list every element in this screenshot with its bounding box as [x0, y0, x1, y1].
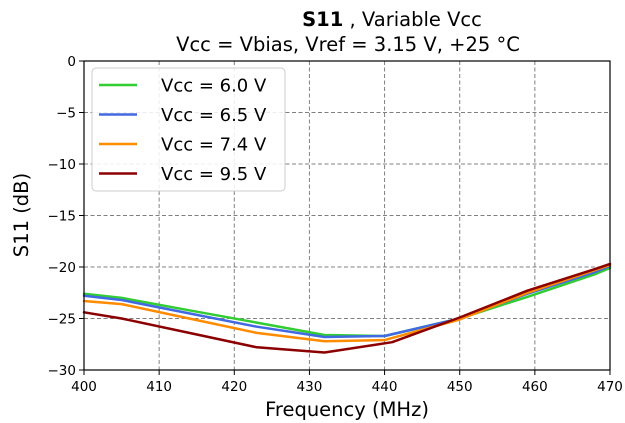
y-tick-label: −30: [48, 363, 77, 379]
x-tick-label: 420: [221, 379, 247, 395]
x-tick-label: 430: [297, 379, 323, 395]
legend-label-2: Vcc = 6.5 V: [161, 105, 267, 126]
legend-box: [91, 67, 286, 192]
legend-label-3: Vcc = 7.4 V: [161, 135, 267, 156]
y-tick-label: −25: [48, 312, 77, 328]
x-axis-label: Frequency (MHz): [265, 398, 429, 421]
x-tick-label: 460: [522, 379, 548, 395]
series-line-1: [82, 266, 612, 338]
x-tick-label: 450: [447, 379, 473, 395]
legend-label-4: Vcc = 9.5 V: [161, 164, 267, 185]
y-tick-label: −5: [56, 106, 76, 122]
series-line-4: [82, 262, 612, 354]
y-ticks: 0 −5 −10 −15 −20 −25 −30: [48, 54, 84, 379]
x-tick-label: 470: [597, 379, 623, 395]
chart-subtitle: Vcc = Vbias, Vref = 3.15 V, +25 °C: [176, 33, 520, 56]
legend: Vcc = 6.0 V Vcc = 6.5 V Vcc = 7.4 V Vcc = 9…: [91, 67, 286, 192]
chart-title: S11 , Variable Vcc: [302, 8, 482, 31]
y-tick-label: −10: [48, 157, 77, 173]
y-tick-label: −20: [48, 260, 77, 276]
x-tick-label: 400: [71, 379, 97, 395]
x-tick-label: 410: [146, 379, 172, 395]
chart-title-bold: S11: [302, 8, 343, 31]
chart-title-rest: , Variable Vcc: [343, 8, 482, 31]
y-tick-label: 0: [67, 54, 76, 70]
y-tick-label: −15: [48, 209, 77, 225]
x-tick-label: 440: [372, 379, 398, 395]
y-axis-label: S11 (dB): [10, 173, 33, 257]
legend-label-1: Vcc = 6.0 V: [161, 76, 267, 97]
x-ticks: 400 410 420 430 440 450 460 470: [71, 370, 623, 395]
series-line-2: [82, 264, 612, 339]
series-layer: [82, 262, 612, 354]
series-line-3: [82, 263, 612, 343]
